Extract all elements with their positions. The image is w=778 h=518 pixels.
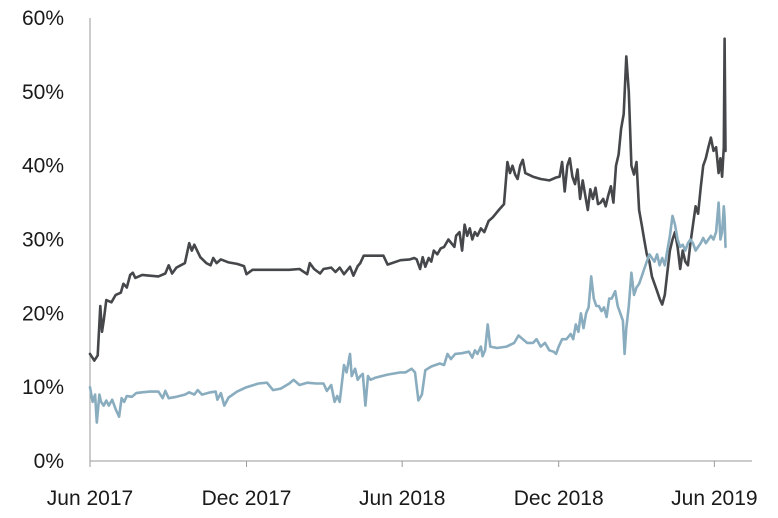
y-axis-tick-labels: 0% 10% 20% 30% 40% 50% 60% (22, 7, 64, 473)
series-line-1 (88, 37, 727, 362)
series-line-2 (88, 201, 727, 424)
x-axis-tick-labels: Jun 2017 Dec 2017 Jun 2018 Dec 2018 Jun 2019 (47, 487, 758, 510)
x-axis-ticks (89, 461, 715, 467)
y-tick-label: 50% (22, 81, 64, 104)
y-tick-label: 60% (22, 7, 64, 30)
y-tick-label: 40% (22, 155, 64, 178)
y-tick-label: 10% (22, 376, 64, 399)
y-tick-label: 30% (22, 229, 64, 252)
x-tick-label: Dec 2017 (202, 487, 292, 510)
x-tick-label: Jun 2019 (671, 487, 757, 510)
y-tick-label: 0% (34, 450, 64, 473)
x-tick-label: Dec 2018 (514, 487, 604, 510)
series-lines (88, 37, 727, 424)
x-tick-label: Jun 2017 (47, 487, 133, 510)
x-tick-label: Jun 2018 (359, 487, 445, 510)
y-tick-label: 20% (22, 302, 64, 325)
